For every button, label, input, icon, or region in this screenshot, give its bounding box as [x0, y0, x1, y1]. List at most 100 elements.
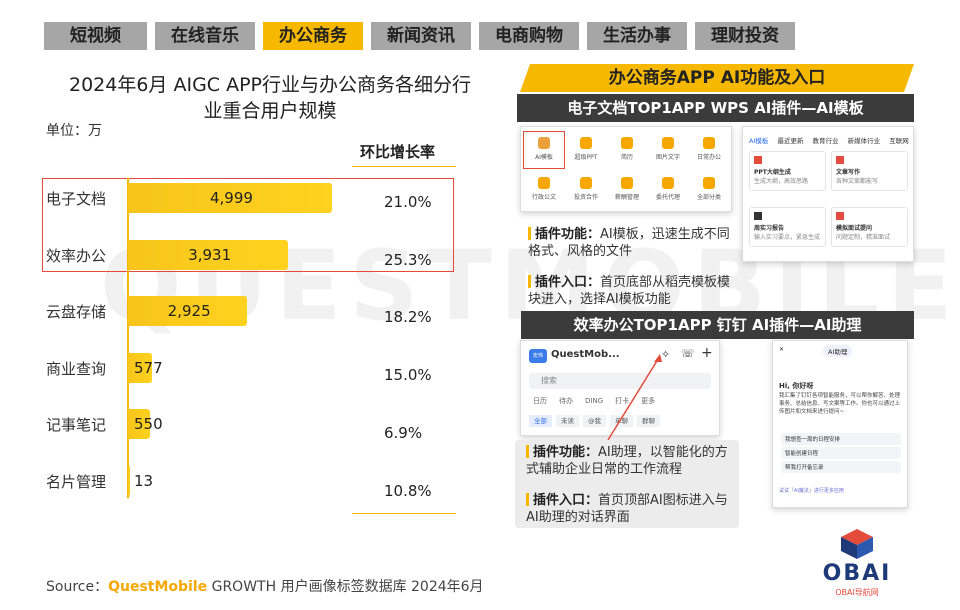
wps-icon-item[interactable]: 全部分类: [689, 177, 729, 201]
tab-short-video[interactable]: 短视频: [44, 22, 147, 50]
wps-icon-item[interactable]: 投资合作: [566, 177, 606, 201]
template-card[interactable]: 文章写作 各种文案都能写: [831, 151, 908, 191]
tab-internet[interactable]: 互联网: [889, 137, 909, 145]
assistant-intro: 我汇集了钉钉各项智能服务，可以帮你解答、处理事务、总结信息、写文案等工作。你也可…: [779, 393, 901, 415]
nav-ding[interactable]: DING: [585, 397, 604, 405]
org-avatar: 宏伟: [529, 349, 547, 363]
logo-subtext: OBAI导航网: [835, 588, 879, 597]
wps-icon-item[interactable]: 图片文字: [648, 137, 688, 161]
nav-checkin[interactable]: 打卡: [615, 397, 630, 405]
category-label: 商业查询: [46, 359, 107, 378]
tab-news[interactable]: 新闻资讯: [371, 22, 471, 50]
phone-icon[interactable]: ☏: [681, 347, 695, 360]
nav-calendar[interactable]: 日历: [533, 397, 547, 405]
tab-music[interactable]: 在线音乐: [155, 22, 255, 50]
tab-education[interactable]: 教育行业: [812, 137, 839, 145]
bar: [128, 183, 332, 213]
growth-rate: 15.0%: [384, 366, 432, 385]
growth-rate: 6.9%: [384, 423, 423, 442]
nav-more[interactable]: 更多: [641, 397, 656, 405]
growth-rate: 18.2%: [384, 308, 432, 327]
bar: [128, 465, 130, 496]
bar: [128, 409, 151, 439]
bar-value-label: 577: [134, 358, 163, 377]
wps-icon-item[interactable]: 超级PPT: [566, 137, 606, 161]
bar-value-label: 3,931: [188, 245, 232, 264]
chart-title: 2024年6月 AIGC APP行业与办公商务各细分行业重合用户规模: [68, 74, 472, 122]
ai-assistant-icon[interactable]: ✧: [661, 348, 671, 361]
filter-all[interactable]: 全部: [529, 415, 552, 427]
right-panel-title: 办公商务APP AI功能及入口: [520, 64, 914, 92]
tab-office[interactable]: 办公商务: [263, 22, 363, 50]
suggestion-item[interactable]: 帮我打开备忘录: [781, 461, 901, 473]
template-card[interactable]: PPT大纲生成 生成大纲，高效思路: [749, 151, 826, 191]
tab-ai-template[interactable]: AI模板: [749, 137, 769, 145]
section2-entry: 插件入口：首页顶部AI图标进入与AI助理的对话界面: [526, 493, 728, 525]
wps-icon-item[interactable]: 简历: [607, 137, 647, 161]
category-tabs: 短视频 在线音乐 办公商务 新闻资讯 电商购物 生活办事 理财投资: [44, 22, 795, 50]
wps-icon-item[interactable]: 薪酬管理: [607, 177, 647, 201]
card-icon: [836, 212, 844, 220]
category-label: 效率办公: [46, 246, 107, 265]
bar: [128, 352, 152, 383]
header-divider: [352, 166, 456, 167]
bar: [128, 239, 289, 270]
wps-icons-screenshot: AI模板 超级PPT 简历 图片文字 日常办公 行政公文 投资合作 薪酬管理 委…: [520, 126, 732, 212]
section1-title: 电子文档TOP1APP WPS AI插件—AI模板: [517, 94, 914, 122]
assistant-footer[interactable]: 试试『AI魔法』进行更多应用: [779, 488, 844, 494]
growth-header: 环比增长率: [360, 143, 436, 161]
tab-new-media[interactable]: 新媒体行业: [847, 137, 881, 145]
greeting: Hi, 你好呀: [779, 382, 814, 390]
section2-text-box: [515, 440, 739, 528]
card-icon: [836, 156, 844, 164]
add-icon[interactable]: +: [701, 345, 713, 361]
category-label: 电子文档: [46, 190, 107, 208]
wps-icon-item[interactable]: 行政公文: [524, 177, 564, 201]
suggestion-item[interactable]: 我想查一周的日程安排: [781, 433, 901, 445]
search-input[interactable]: 搜索: [529, 373, 711, 389]
obai-logo: OBAI OBAI导航网: [807, 527, 907, 607]
card-icon: [754, 212, 762, 220]
bar-value-label: 4,999: [210, 189, 253, 207]
category-label: 云盘存储: [46, 303, 107, 321]
org-name[interactable]: QuestMob...: [551, 349, 620, 360]
quick-nav: 日历 待办 DING 打卡 更多: [533, 396, 655, 406]
filter-group[interactable]: 群聊: [637, 415, 660, 427]
card-icon: [754, 156, 762, 164]
tab-recent[interactable]: 最近更新: [777, 137, 804, 145]
suggestion-item[interactable]: 智能创建日程: [781, 447, 901, 459]
chart-unit: 单位：万: [46, 123, 102, 139]
logo-text: OBAI: [822, 561, 892, 586]
section2-title: 效率办公TOP1APP 钉钉 AI插件—AI助理: [521, 311, 914, 339]
growth-rate: 21.0%: [384, 193, 432, 211]
section1-feature: 插件功能：AI模板，迅速生成不同格式、风格的文件: [528, 227, 730, 259]
section2-feature: 插件功能：AI助理，以智能化的方式辅助企业日常的工作流程: [526, 445, 728, 477]
template-card[interactable]: 模拟面试提问 问题定制，精准面试: [831, 207, 908, 247]
ai-assistant-screenshot: ✕ AI助理 Hi, 你好呀 我汇集了钉钉各项智能服务，可以帮你解答、处理事务、…: [772, 340, 908, 508]
wps-icon-item[interactable]: AI模板: [524, 137, 564, 161]
wps-icon-item[interactable]: 日常办公: [689, 137, 729, 161]
cube-icon: [841, 529, 873, 559]
tab-finance[interactable]: 理财投资: [695, 22, 795, 50]
tab-ecommerce[interactable]: 电商购物: [479, 22, 579, 50]
filter-unread[interactable]: 未读: [556, 415, 579, 427]
nav-todo[interactable]: 待办: [559, 397, 573, 405]
tab-life[interactable]: 生活办事: [587, 22, 687, 50]
bottom-divider: [352, 513, 456, 514]
section1-entry: 插件入口：首页底部从稻壳模板模块进入，选择AI模板功能: [528, 275, 731, 307]
source-note: Source：QuestMobile GROWTH 用户画像标签数据库 2024…: [46, 579, 484, 595]
back-icon[interactable]: ✕: [779, 346, 785, 353]
bar-value-label: 550: [134, 415, 163, 433]
filter-single[interactable]: 单聊: [610, 415, 633, 427]
category-axis: [127, 178, 129, 498]
pointer-arrow: [607, 354, 662, 441]
wps-icon-item[interactable]: 委托代理: [648, 177, 688, 201]
assistant-title: AI助理: [823, 345, 853, 357]
filter-mention[interactable]: @我: [583, 415, 606, 427]
template-card[interactable]: 周实习报告 输入实习要点，紧急生成: [749, 207, 826, 247]
ai-template-highlight: [523, 131, 565, 169]
bar-value-label: 2,925: [167, 302, 211, 320]
bar: [128, 296, 248, 326]
message-filters: 全部 未读 @我 单聊 群聊: [529, 415, 660, 427]
bar-value-label: 13: [134, 471, 154, 490]
